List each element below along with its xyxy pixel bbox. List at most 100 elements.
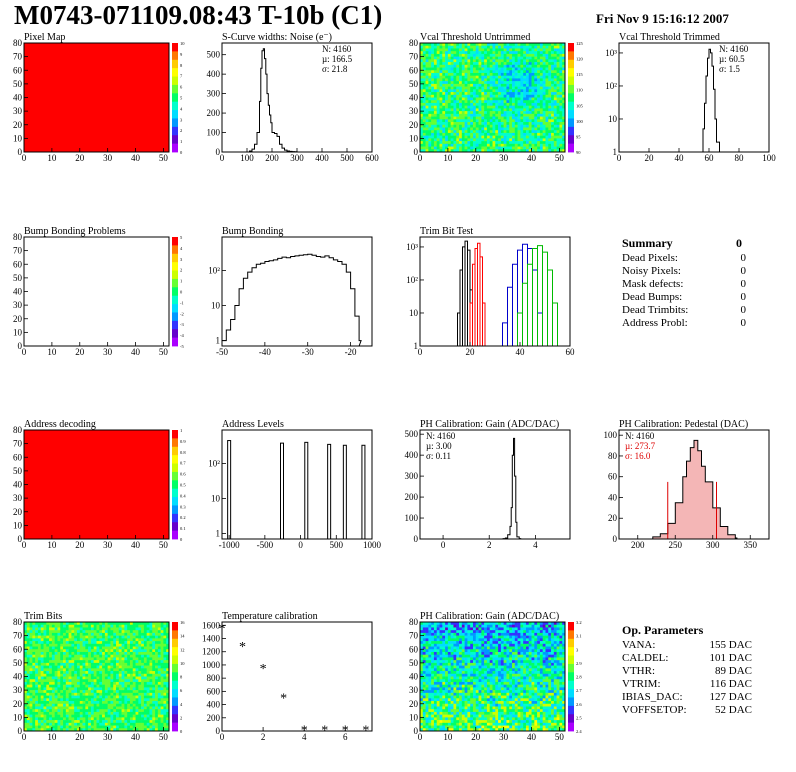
heatmap-cell [517, 70, 521, 74]
heatmap-cell [442, 78, 446, 82]
heatmap-cell [135, 695, 139, 699]
heatmap-cell [453, 43, 457, 47]
heatmap-cell [60, 622, 64, 626]
heatmap-cell [146, 657, 150, 661]
heatmap-cell [110, 660, 114, 664]
heatmap-cell [456, 67, 460, 71]
heatmap-cell [545, 111, 549, 115]
heatmap-cell [436, 132, 440, 136]
heatmap-cell [160, 711, 164, 715]
heatmap-cell [464, 119, 468, 123]
heatmap-cell [562, 122, 566, 126]
heatmap-cell [57, 684, 61, 688]
heatmap-cell [450, 64, 454, 68]
heatmap-cell [57, 676, 61, 680]
heatmap-cell [54, 725, 58, 729]
heatmap-cell [425, 690, 429, 694]
heatmap-cell [472, 111, 477, 115]
heatmap-cell [551, 119, 555, 123]
heatmap-cell [489, 130, 493, 134]
heatmap-cell [24, 709, 28, 713]
heatmap-cell [49, 698, 53, 702]
heatmap-cell [107, 624, 111, 628]
heatmap-cell [121, 687, 125, 691]
heatmap-cell [420, 717, 424, 721]
heatmap-cell [90, 728, 95, 732]
heatmap-cell [68, 681, 72, 685]
heatmap-cell [60, 717, 64, 721]
heatmap-cell [90, 660, 95, 664]
heatmap-cell [40, 651, 44, 655]
heatmap-cell [146, 660, 150, 664]
heatmap-cell [425, 711, 429, 715]
stats-text: σ: 16.0 [625, 451, 651, 461]
heatmap-cell [498, 149, 502, 153]
heatmap-cell [422, 728, 426, 732]
heatmap-cell [96, 630, 100, 634]
heatmap-cell [517, 132, 521, 136]
colorbar-swatch [172, 320, 178, 330]
heatmap-cell [104, 643, 108, 647]
heatmap-cell [96, 703, 100, 707]
heatmap-cell [506, 53, 510, 57]
heatmap-cell [160, 668, 164, 672]
heatmap-cell [152, 665, 156, 669]
heatmap-cell [79, 632, 83, 636]
heatmap-cell [79, 641, 83, 645]
heatmap-cell [54, 714, 58, 718]
colorbar-label: 8 [180, 63, 183, 68]
heatmap-cell [472, 141, 477, 145]
heatmap-cell [447, 108, 451, 112]
heatmap-cell [562, 108, 566, 112]
heatmap-cell [475, 135, 479, 139]
x-tick-label: 0 [418, 153, 423, 163]
plot-title: Trim Bits [24, 611, 62, 622]
heatmap-cell [35, 695, 39, 699]
heatmap-cell [35, 692, 39, 696]
heatmap-cell [32, 638, 36, 642]
heatmap-cell [539, 149, 543, 153]
heatmap-cell [37, 632, 42, 636]
heatmap-cell [472, 43, 477, 47]
heatmap-cell [542, 111, 546, 115]
heatmap-cell [525, 70, 530, 74]
heatmap-cell [484, 124, 488, 128]
heatmap-cell [60, 657, 64, 661]
y-tick-label: 50 [13, 79, 23, 89]
heatmap-cell [523, 51, 527, 55]
heatmap-cell [85, 627, 89, 631]
heatmap-cell [143, 695, 147, 699]
heatmap-fill [24, 43, 169, 152]
colorbar-swatch [568, 118, 574, 128]
heatmap-cell [116, 720, 120, 724]
heatmap-cell [553, 51, 557, 55]
heatmap-cell [486, 116, 491, 120]
heatmap-cell [531, 78, 535, 82]
heatmap-cell [548, 113, 552, 117]
heatmap-cell [49, 692, 53, 696]
heatmap-cell [447, 59, 451, 63]
heatmap-cell [26, 673, 30, 677]
heatmap-cell [420, 102, 424, 106]
heatmap-cell [431, 130, 435, 134]
y-tick-label: 40 [13, 93, 23, 103]
heatmap-cell [442, 108, 446, 112]
heatmap-cell [506, 149, 510, 153]
heatmap-cell [492, 108, 496, 112]
heatmap-cell [93, 706, 97, 710]
heatmap-cell [548, 124, 552, 128]
heatmap-cell [520, 59, 524, 63]
heatmap-cell [484, 94, 488, 98]
heatmap-cell [484, 89, 488, 93]
heatmap-cell [520, 64, 524, 68]
plot-title: Address Levels [222, 419, 284, 430]
heatmap-cell [514, 124, 518, 128]
heatmap-cell [478, 75, 482, 79]
heatmap-cell [498, 62, 502, 66]
heatmap-cell [467, 135, 471, 139]
heatmap-cell [461, 45, 465, 49]
heatmap-cell [431, 78, 435, 82]
heatmap-cell [436, 635, 440, 639]
heatmap-cell [537, 146, 541, 150]
heatmap-cell [51, 641, 55, 645]
